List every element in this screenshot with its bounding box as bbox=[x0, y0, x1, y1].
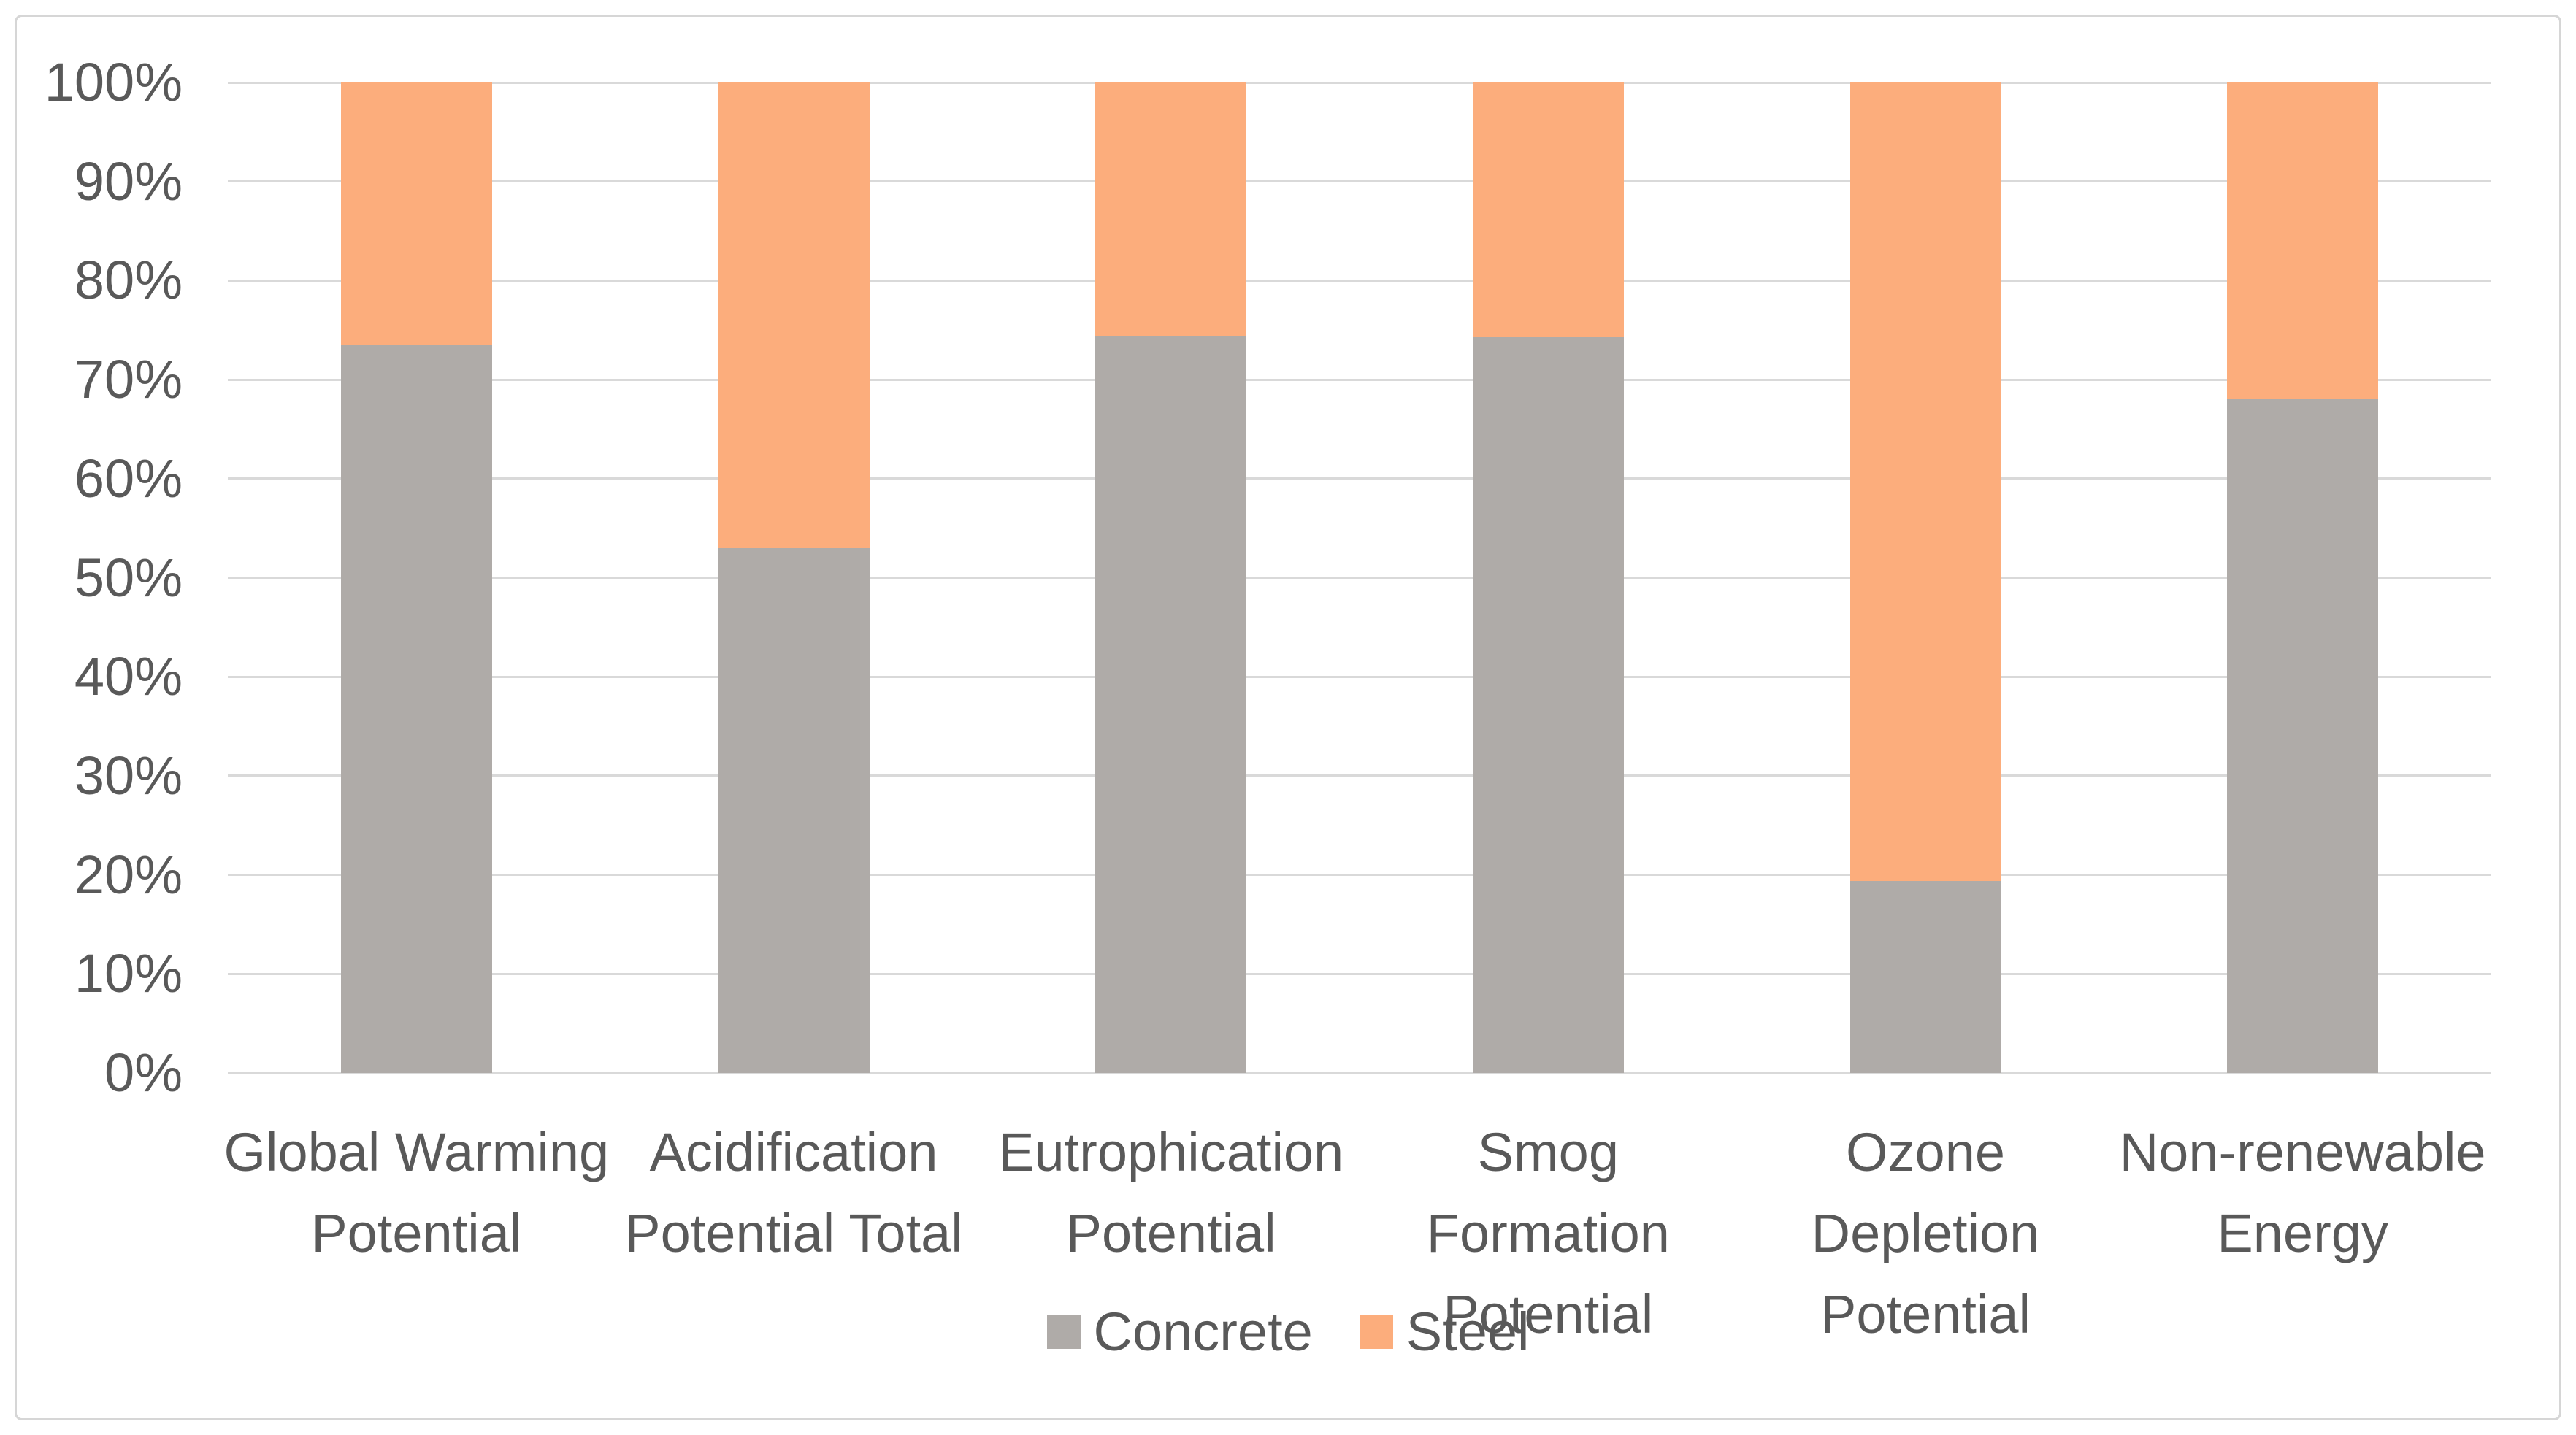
gridline bbox=[228, 378, 2491, 381]
bar-segment-concrete-1 bbox=[340, 345, 492, 1073]
x-axis-label: Ozone Depletion Potential bbox=[1811, 1122, 2040, 1344]
gridline bbox=[228, 675, 2491, 678]
y-tick-label: 40% bbox=[74, 646, 183, 707]
gridline bbox=[228, 874, 2491, 877]
y-tick-label: 10% bbox=[74, 943, 183, 1004]
bar-segment-steel-3 bbox=[1095, 82, 1247, 336]
bar-segment-concrete-2 bbox=[718, 547, 870, 1073]
bar-6 bbox=[2227, 82, 2379, 1073]
bar-segment-steel-5 bbox=[1849, 82, 2001, 881]
gridline bbox=[228, 1072, 2491, 1074]
steel-legend-swatch-icon bbox=[1359, 1315, 1393, 1349]
y-tick-label: 50% bbox=[74, 547, 183, 608]
x-axis-label: Acidification Potential Total bbox=[624, 1122, 963, 1263]
bar-5 bbox=[1849, 82, 2001, 1073]
gridline bbox=[228, 81, 2491, 84]
bar-segment-steel-6 bbox=[2227, 82, 2379, 400]
y-tick-label: 90% bbox=[74, 150, 183, 212]
concrete-legend-label: Concrete bbox=[1093, 1301, 1313, 1362]
bar-segment-steel-4 bbox=[1472, 82, 1624, 337]
x-axis-label: Non-renewable Energy bbox=[2119, 1122, 2486, 1263]
y-tick-label: 30% bbox=[74, 745, 183, 806]
legend-item-steel: Steel bbox=[1359, 1301, 1530, 1363]
bar-segment-concrete-6 bbox=[2227, 399, 2379, 1073]
bar-segment-steel-1 bbox=[340, 82, 492, 345]
bar-segment-concrete-3 bbox=[1095, 336, 1247, 1073]
bar-segment-steel-2 bbox=[718, 82, 870, 548]
bar-2 bbox=[718, 82, 870, 1073]
plot-area bbox=[228, 81, 2491, 1074]
legend: Concrete Steel bbox=[0, 1301, 2576, 1363]
gridline bbox=[228, 279, 2491, 282]
y-tick-label: 20% bbox=[74, 844, 183, 905]
y-tick-label: 100% bbox=[44, 52, 183, 112]
gridline bbox=[228, 774, 2491, 777]
bar-segment-concrete-5 bbox=[1849, 880, 2001, 1073]
bar-segment-concrete-4 bbox=[1472, 336, 1624, 1073]
bars-layer bbox=[228, 82, 2491, 1073]
gridline bbox=[228, 477, 2491, 480]
bar-1 bbox=[340, 82, 492, 1073]
chart-border bbox=[15, 15, 2561, 1420]
steel-legend-label: Steel bbox=[1406, 1301, 1530, 1362]
y-tick-label: 70% bbox=[74, 349, 183, 410]
legend-item-concrete: Concrete bbox=[1046, 1301, 1313, 1363]
bar-3 bbox=[1095, 82, 1247, 1073]
concrete-legend-swatch-icon bbox=[1046, 1315, 1081, 1349]
y-tick-label: 60% bbox=[74, 447, 183, 509]
gridline bbox=[228, 180, 2491, 183]
bar-4 bbox=[1472, 82, 1624, 1073]
y-tick-label: 80% bbox=[74, 250, 183, 311]
gridline bbox=[228, 577, 2491, 579]
x-axis-label: Smog Formation Potential bbox=[1426, 1122, 1670, 1344]
gridline bbox=[228, 972, 2491, 975]
y-tick-label: 0% bbox=[104, 1042, 183, 1103]
x-axis-label: Eutrophication Potential bbox=[998, 1122, 1344, 1263]
x-axis-label: Global Warming Potential bbox=[223, 1122, 610, 1263]
